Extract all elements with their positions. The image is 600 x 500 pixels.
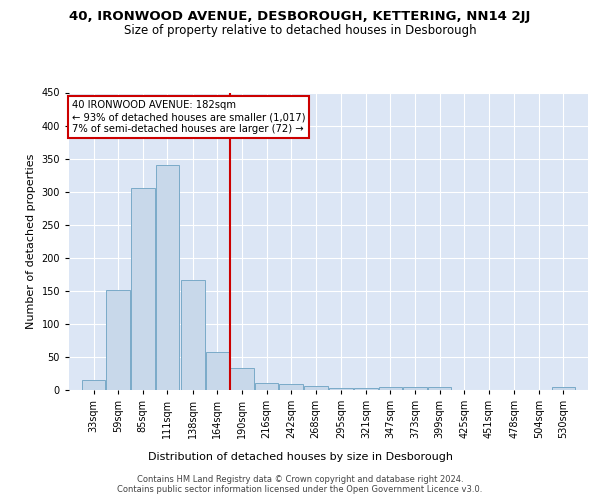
Bar: [354, 388, 377, 390]
Text: 40 IRONWOOD AVENUE: 182sqm
← 93% of detached houses are smaller (1,017)
7% of se: 40 IRONWOOD AVENUE: 182sqm ← 93% of deta…: [72, 100, 305, 134]
Bar: [206, 352, 229, 390]
Bar: [428, 388, 451, 390]
Bar: [403, 386, 427, 390]
Text: 40, IRONWOOD AVENUE, DESBOROUGH, KETTERING, NN14 2JJ: 40, IRONWOOD AVENUE, DESBOROUGH, KETTERI…: [70, 10, 530, 23]
Bar: [379, 386, 402, 390]
Y-axis label: Number of detached properties: Number of detached properties: [26, 154, 36, 329]
Bar: [329, 388, 353, 390]
Bar: [82, 380, 106, 390]
Bar: [280, 384, 303, 390]
Bar: [155, 164, 179, 390]
Bar: [304, 386, 328, 390]
Bar: [131, 188, 155, 390]
Bar: [255, 384, 278, 390]
Text: Size of property relative to detached houses in Desborough: Size of property relative to detached ho…: [124, 24, 476, 37]
Text: Distribution of detached houses by size in Desborough: Distribution of detached houses by size …: [148, 452, 452, 462]
Bar: [230, 368, 254, 390]
Bar: [551, 388, 575, 390]
Bar: [106, 290, 130, 390]
Text: Contains HM Land Registry data © Crown copyright and database right 2024.
Contai: Contains HM Land Registry data © Crown c…: [118, 474, 482, 494]
Bar: [181, 280, 205, 390]
